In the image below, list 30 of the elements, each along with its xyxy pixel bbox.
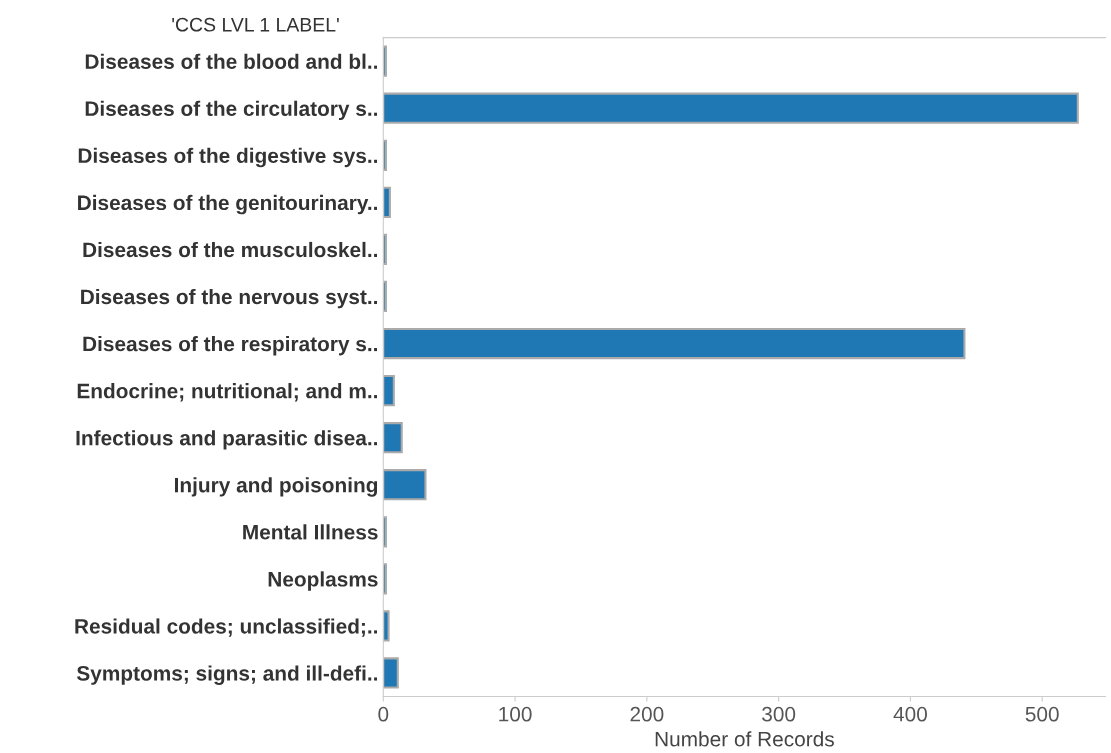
y-tick-label: Diseases of the nervous syst.. xyxy=(81,288,378,309)
bar xyxy=(383,469,427,501)
bar xyxy=(383,374,395,407)
bar xyxy=(383,610,390,642)
x-tick-label: 400 xyxy=(893,706,927,722)
y-tick-label: Diseases of the circulatory s.. xyxy=(85,100,378,121)
bar xyxy=(383,92,1079,124)
y-tick-label: Mental Illness xyxy=(243,524,378,540)
y-tick-label: Neoplasms xyxy=(268,571,378,591)
y-tick-label: Diseases of the respiratory s.. xyxy=(83,336,378,356)
y-tick-label: Residual codes; unclassified;.. xyxy=(75,618,378,637)
y-tick-label: Symptoms; signs; and ill-defi.. xyxy=(76,665,378,685)
x-tick-label: 0 xyxy=(378,706,389,722)
y-tick-label: Diseases of the digestive sys.. xyxy=(78,147,378,168)
x-tick-label: 100 xyxy=(499,706,532,722)
y-tick-label: Diseases of the musculoskel.. xyxy=(83,241,378,258)
y-tick-label: Injury and poisoning xyxy=(174,477,378,497)
y-axis-title: 'CCS LVL 1 LABEL' xyxy=(172,17,339,32)
y-tick-label: Infectious and parasitic disea.. xyxy=(76,430,378,450)
y-tick-label: Diseases of the blood and bl.. xyxy=(85,53,378,69)
bar xyxy=(383,186,391,218)
x-axis-title: Number of Records xyxy=(655,731,834,747)
x-tick-label: 300 xyxy=(762,706,796,722)
y-tick-label: Diseases of the genitourinary.. xyxy=(78,194,378,215)
x-tick-label: 200 xyxy=(630,706,664,722)
x-tick-label: 500 xyxy=(1025,706,1059,722)
y-tick-label: Endocrine; nutritional; and m.. xyxy=(77,383,378,402)
bar xyxy=(383,422,403,454)
bar xyxy=(383,657,399,689)
bar xyxy=(383,327,966,360)
